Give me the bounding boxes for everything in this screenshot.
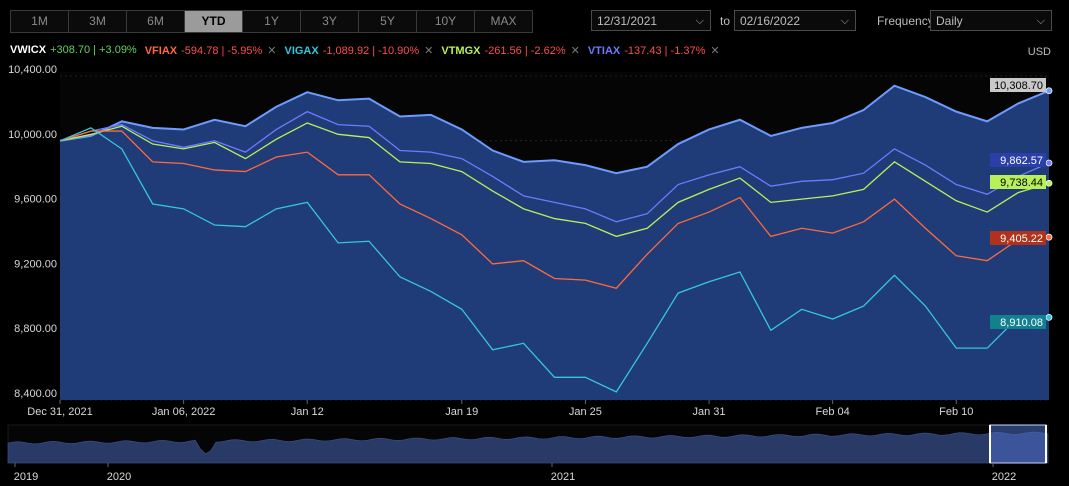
chevron-down-icon: ⌵ xyxy=(695,15,704,27)
to-label: to xyxy=(720,14,731,28)
remove-series-icon[interactable]: ✕ xyxy=(570,45,580,57)
x-tick-label: Jan 19 xyxy=(445,406,478,418)
legend-item-vwicx[interactable]: VWICX +308.70 | +3.09% xyxy=(10,44,137,57)
series-end-marker xyxy=(1045,233,1053,241)
frequency-label: Frequency xyxy=(877,14,934,28)
navigator-year-label: 2019 xyxy=(14,471,38,483)
series-line-vtiax xyxy=(59,110,1050,223)
y-tick-label: 8,400.00 xyxy=(14,388,57,400)
range-button-6m[interactable]: 6M xyxy=(127,11,185,32)
series-end-marker xyxy=(1045,313,1053,321)
range-button-10y[interactable]: 10Y xyxy=(417,11,475,32)
series-end-marker xyxy=(1045,159,1053,167)
range-button-3m[interactable]: 3M xyxy=(69,11,127,32)
legend-item-vtiax[interactable]: VTIAX -137.43 | -1.37% ✕ xyxy=(588,44,720,57)
legend-change: -594.78 | -5.95% xyxy=(181,45,263,57)
series-end-marker xyxy=(1045,179,1053,187)
value-tag-vigax: 8,910.08 xyxy=(1000,317,1043,329)
y-tick-label: 9,600.00 xyxy=(14,194,57,206)
legend-change: -261.56 | -2.62% xyxy=(484,45,566,57)
legend-ticker: VTIAX xyxy=(587,45,621,57)
series-end-marker xyxy=(1045,87,1053,95)
series-line-vtmgx xyxy=(59,122,1050,238)
value-tag-bg xyxy=(990,231,1046,245)
legend-item-vigax[interactable]: VIGAX -1,089.92 | -10.90% ✕ xyxy=(284,44,433,57)
remove-series-icon[interactable]: ✕ xyxy=(267,45,277,57)
value-tag-bg xyxy=(990,175,1046,189)
x-tick-label: Jan 25 xyxy=(569,406,602,418)
x-tick-label: Jan 12 xyxy=(291,406,324,418)
legend: VWICX +308.70 | +3.09% VFIAX -594.78 | -5.9… xyxy=(10,44,728,57)
legend-ticker: VWICX xyxy=(10,44,47,56)
navigator-area xyxy=(7,431,1049,464)
frequency-value: Daily xyxy=(936,14,963,28)
x-tick-label: Jan 31 xyxy=(693,406,726,418)
range-button-1y[interactable]: 1Y xyxy=(243,11,301,32)
legend-item-vfiax[interactable]: VFIAX -594.78 | -5.95% ✕ xyxy=(145,44,277,57)
range-selector: 1M 3M 6M YTD 1Y 3Y 5Y 10Y MAX xyxy=(10,10,533,33)
series-line-vigax xyxy=(59,127,1049,393)
x-tick-label: Feb 04 xyxy=(816,406,850,418)
series-line-vfiax xyxy=(59,130,1050,289)
y-tick-label: 10,000.00 xyxy=(8,129,57,141)
start-date-picker[interactable]: 12/31/2021 ⌵ xyxy=(591,10,711,31)
frequency-select[interactable]: Daily ⌵ xyxy=(930,10,1052,31)
start-date-value: 12/31/2021 xyxy=(597,14,658,28)
y-tick-label: 9,200.00 xyxy=(14,258,57,270)
legend-item-vtmgx[interactable]: VTMGX -261.56 | -2.62% ✕ xyxy=(441,44,579,57)
navigator-selection[interactable] xyxy=(989,424,1047,464)
currency-label: USD xyxy=(1027,46,1051,58)
value-tag-bg xyxy=(990,315,1046,329)
series-area-vwicx xyxy=(60,85,1049,400)
x-tick-label: Feb 10 xyxy=(939,406,973,418)
chevron-down-icon: ⌵ xyxy=(1036,15,1045,27)
value-tag-vwicx: 10,308.70 xyxy=(994,80,1043,92)
legend-change: -137.43 | -1.37% xyxy=(624,45,706,57)
value-tag-vfiax: 9,405.22 xyxy=(1000,233,1043,245)
navigator-year-label: 2021 xyxy=(551,471,575,483)
legend-change: -1,089.92 | -10.90% xyxy=(322,45,420,57)
range-button-ytd[interactable]: YTD xyxy=(185,11,243,32)
y-tick-label: 10,400.00 xyxy=(8,64,57,76)
y-tick-label: 8,800.00 xyxy=(14,323,57,335)
legend-ticker: VIGAX xyxy=(284,45,319,57)
x-tick-label: Jan 06, 2022 xyxy=(152,406,216,418)
range-button-5y[interactable]: 5Y xyxy=(359,11,417,32)
navigator-year-label: 2020 xyxy=(107,471,131,483)
value-tag-bg xyxy=(990,153,1046,167)
range-button-3y[interactable]: 3Y xyxy=(301,11,359,32)
navigator-year-label: 2022 xyxy=(992,471,1016,483)
series-line-vwicx xyxy=(59,84,1050,175)
x-tick-label: Dec 31, 2021 xyxy=(27,406,92,418)
end-date-value: 02/16/2022 xyxy=(740,14,801,28)
value-tag-vtiax: 9,862.57 xyxy=(1000,155,1043,167)
value-tag-vtmgx: 9,738.44 xyxy=(1000,177,1043,189)
range-button-max[interactable]: MAX xyxy=(475,11,532,32)
legend-change: +308.70 | +3.09% xyxy=(50,44,137,56)
end-date-picker[interactable]: 02/16/2022 ⌵ xyxy=(734,10,856,31)
value-tag-bg xyxy=(990,78,1046,92)
legend-ticker: VFIAX xyxy=(144,45,178,57)
remove-series-icon[interactable]: ✕ xyxy=(710,45,720,57)
chevron-down-icon: ⌵ xyxy=(840,15,849,27)
range-button-1m[interactable]: 1M xyxy=(11,11,69,32)
remove-series-icon[interactable]: ✕ xyxy=(424,45,434,57)
legend-ticker: VTMGX xyxy=(441,45,481,57)
